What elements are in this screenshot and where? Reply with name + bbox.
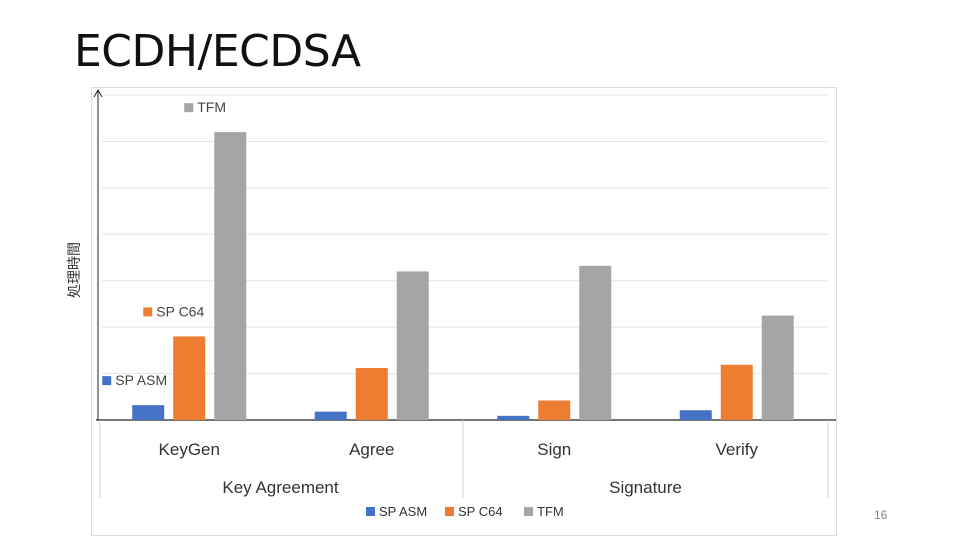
- legend-swatch: [366, 507, 375, 516]
- category-label: Sign: [537, 440, 571, 459]
- slide-title: ECDH/ECDSA: [74, 26, 361, 77]
- y-axis-arrowhead: [93, 88, 103, 98]
- bar-sp-asm-sign: [497, 415, 530, 420]
- bar-tfm-agree: [396, 271, 429, 420]
- bar-tfm-keygen: [214, 132, 247, 420]
- category-axis-labels: KeyGen Agree Sign Verify Key Agreement Signat…: [159, 440, 759, 497]
- bar-sp-asm-verify: [679, 410, 712, 420]
- legend: SP ASM SP C64 TFM: [366, 504, 564, 519]
- bar-sp-asm-agree: [314, 411, 347, 420]
- chart-area-frame: [91, 87, 837, 536]
- legend-swatch: [445, 507, 454, 516]
- inline-legend-swatch: [143, 307, 153, 317]
- bar-sp-c64-agree: [355, 368, 388, 420]
- group-label: Signature: [609, 478, 682, 497]
- bar-sp-c64-sign: [538, 400, 571, 420]
- bar-tfm-verify: [761, 315, 794, 420]
- inline-legend-swatch: [102, 376, 112, 386]
- legend-swatch: [524, 507, 533, 516]
- page-number: 16: [874, 508, 888, 522]
- axes: [93, 88, 836, 498]
- legend-label: TFM: [537, 504, 564, 519]
- group-label: Key Agreement: [222, 478, 339, 497]
- inline-series-labels: SP ASM SP C64 TFM: [102, 99, 226, 388]
- legend-label: SP C64: [458, 504, 503, 519]
- category-label: KeyGen: [159, 440, 220, 459]
- bar-sp-c64-keygen: [173, 336, 206, 420]
- bar-tfm-sign: [579, 265, 612, 420]
- gridlines: [102, 94, 828, 375]
- category-label: Verify: [715, 440, 758, 459]
- inline-series-label: TFM: [197, 99, 226, 115]
- inline-series-label: SP ASM: [115, 372, 167, 388]
- inline-series-label: SP C64: [156, 303, 204, 319]
- category-label: Agree: [349, 440, 394, 459]
- bars: [132, 132, 794, 420]
- legend-label: SP ASM: [379, 504, 427, 519]
- inline-legend-swatch: [184, 103, 194, 113]
- bar-sp-c64-verify: [720, 364, 753, 420]
- bar-sp-asm-keygen: [132, 405, 165, 420]
- y-axis-title: 処理時間: [67, 242, 83, 298]
